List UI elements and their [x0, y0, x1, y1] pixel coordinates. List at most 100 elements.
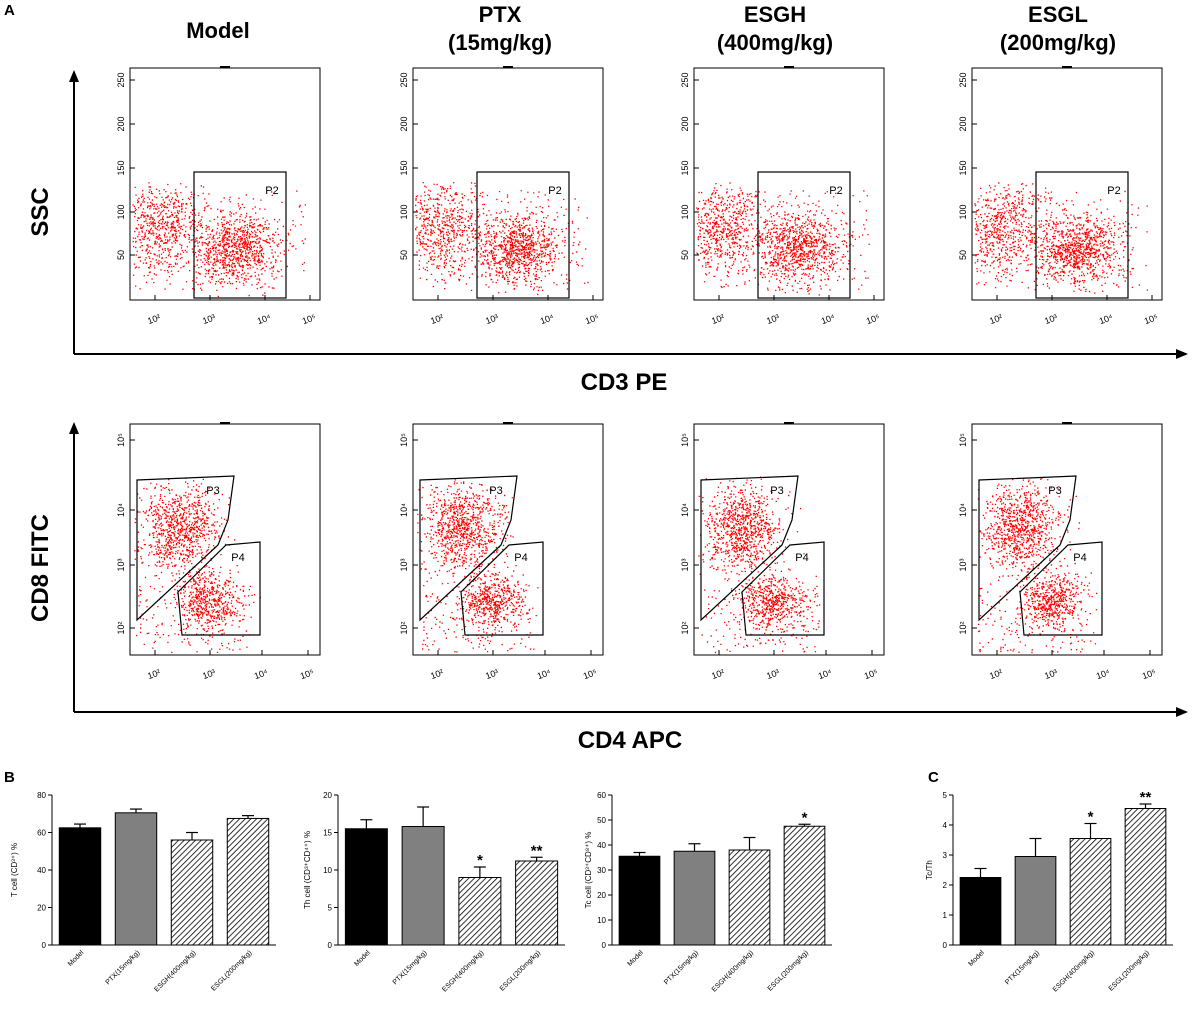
gate-p2: [193, 171, 287, 299]
x-tick-label: 10²: [146, 667, 162, 681]
event-dots: [696, 182, 870, 296]
y-tick-label: 150: [680, 160, 690, 175]
x-tick-label: 10⁵: [299, 667, 316, 681]
y-tick-label: 10²: [116, 621, 126, 634]
x-tick-label: 10²: [988, 667, 1004, 681]
gate-p4: [1019, 541, 1103, 636]
gate-p2: [757, 171, 851, 299]
flow-plot-cd3-2: 50 100 150 200 250 10² 10³ 10⁴ 10⁵ P2: [680, 66, 885, 326]
bar: [515, 860, 559, 946]
y-tick-label: 10⁵: [116, 433, 126, 447]
flow-plot-cd4-cd8-1: 10² 10³ 10⁴ 10⁵ 10² 10³ 10⁴ 10⁵ P3 P4: [399, 422, 604, 681]
category-label: ESGH(400mg/kg): [711, 949, 755, 993]
x-tick-label: 10⁴: [539, 312, 556, 326]
flow-plot-cd3-1: 50 100 150 200 250 10² 10³ 10⁴ 10⁵ P2: [399, 66, 604, 326]
x-tick-label: 10⁴: [820, 312, 837, 326]
bar: [170, 839, 214, 946]
column-title-esgh-dose: (400mg/kg): [717, 30, 833, 55]
flow-plot-cd4-cd8-0: 10² 10³ 10⁴ 10⁵ 10² 10³ 10⁴ 10⁵ P3 P4: [116, 422, 321, 681]
column-title-esgl: ESGL: [1028, 2, 1088, 27]
x-tick-label: 10³: [484, 312, 500, 326]
bar: [673, 850, 716, 946]
event-dots: [132, 182, 306, 298]
y-tick-label: 10³: [680, 558, 690, 571]
gate-p3: [700, 475, 799, 622]
y-tick-label: 60: [597, 791, 606, 800]
y-tick-label: 10⁴: [116, 503, 126, 517]
y-tick-label: 10³: [958, 558, 968, 571]
y-tick-label: 10³: [116, 558, 126, 571]
x-tick-label: 10²: [988, 312, 1004, 326]
y-tick-label: 10⁵: [958, 433, 968, 447]
column-title-esgl-dose: (200mg/kg): [1000, 30, 1116, 55]
gate-p2-label: P2: [1107, 185, 1120, 197]
y-tick-label: 250: [399, 72, 409, 87]
y-tick-label: 200: [116, 116, 126, 131]
y-tick-label: 0: [602, 941, 607, 950]
y-tick-label: 10⁵: [680, 433, 690, 447]
x-tick-label: 10⁵: [865, 312, 882, 326]
y-tick-label: 50: [116, 250, 126, 260]
x-tick-label: 10⁴: [536, 667, 553, 681]
gate-p3: [978, 475, 1077, 622]
bar: [401, 826, 445, 946]
x-tick-label: 10⁵: [584, 312, 601, 326]
x-tick-label: 10²: [146, 312, 162, 326]
x-tick-label: 10³: [484, 667, 500, 681]
column-title-ptx-dose: (15mg/kg): [448, 30, 552, 55]
x-tick-label: 10²: [710, 312, 726, 326]
y-tick-label: 150: [958, 160, 968, 175]
y-tick-label: 20: [37, 904, 46, 913]
y-tick-label: 200: [958, 116, 968, 131]
gate-p3: [419, 475, 518, 622]
x-tick-label: 10⁴: [817, 667, 834, 681]
bar: [458, 877, 502, 946]
event-dots: [417, 479, 539, 653]
significance-marker: *: [1088, 809, 1094, 826]
x-tick-label: 10⁴: [1098, 312, 1115, 326]
bar: [1014, 856, 1057, 946]
y-tick-label: 100: [116, 204, 126, 219]
category-label: ESGH(400mg/kg): [1052, 949, 1096, 993]
y-tick-label: 10⁴: [680, 503, 690, 517]
category-label: PTX(15mg/kg): [392, 949, 429, 986]
y-tick-label: 50: [597, 816, 606, 825]
significance-marker: **: [531, 842, 543, 859]
x-tick-label: 10⁵: [301, 312, 318, 326]
column-title-esgh: ESGH: [744, 2, 806, 27]
category-label: PTX(15mg/kg): [105, 949, 142, 986]
ssc-axis-title: SSC: [27, 187, 54, 236]
x-tick-label: 10⁴: [1095, 667, 1112, 681]
x-tick-label: 10³: [1043, 312, 1059, 326]
y-tick-label: 0: [943, 941, 948, 950]
gate-p2: [476, 171, 570, 299]
gate-p4-label: P4: [1073, 552, 1086, 564]
x-tick-label: 10⁴: [256, 312, 273, 326]
y-tick-label: 100: [680, 204, 690, 219]
x-tick-label: 10⁵: [1141, 667, 1158, 681]
flow-plot-cd4-cd8-2: 10² 10³ 10⁴ 10⁵ 10² 10³ 10⁴ 10⁵ P3 P4: [680, 422, 885, 681]
panel-label-c: C: [928, 769, 939, 786]
significance-marker: *: [802, 809, 808, 826]
bar-chart-1: 0 5 10 15 20 Th cell (CD³⁺CD⁴⁺) % Model PTX(15m…: [303, 791, 565, 993]
event-dots: [974, 182, 1148, 294]
flow-plot-cd3-3: 50 100 150 200 250 10² 10³ 10⁴ 10⁵ P2: [958, 66, 1163, 326]
y-tick-label: 10³: [399, 558, 409, 571]
cd4-axis-title: CD4 APC: [578, 727, 682, 754]
gate-p2-label: P2: [829, 185, 842, 197]
flow-plot-cd3-0: 50 100 150 200 250 10² 10³ 10⁴ 10⁵ P2: [116, 66, 321, 326]
event-dots: [134, 477, 261, 654]
category-label: Model: [353, 949, 372, 968]
y-tick-label: 10²: [680, 621, 690, 634]
bar: [1069, 838, 1112, 946]
y-tick-label: 150: [399, 160, 409, 175]
significance-marker: *: [477, 852, 483, 869]
x-tick-label: 10²: [429, 667, 445, 681]
y-axis-label: T cell (CD³⁺) %: [10, 843, 19, 897]
gate-p4: [460, 541, 544, 636]
gate-p3-label: P3: [206, 485, 219, 497]
y-axis-label: Tc cell (CD³⁺CD⁸⁺) %: [584, 832, 593, 909]
y-tick-label: 0: [328, 941, 333, 950]
event-dots: [415, 182, 589, 296]
